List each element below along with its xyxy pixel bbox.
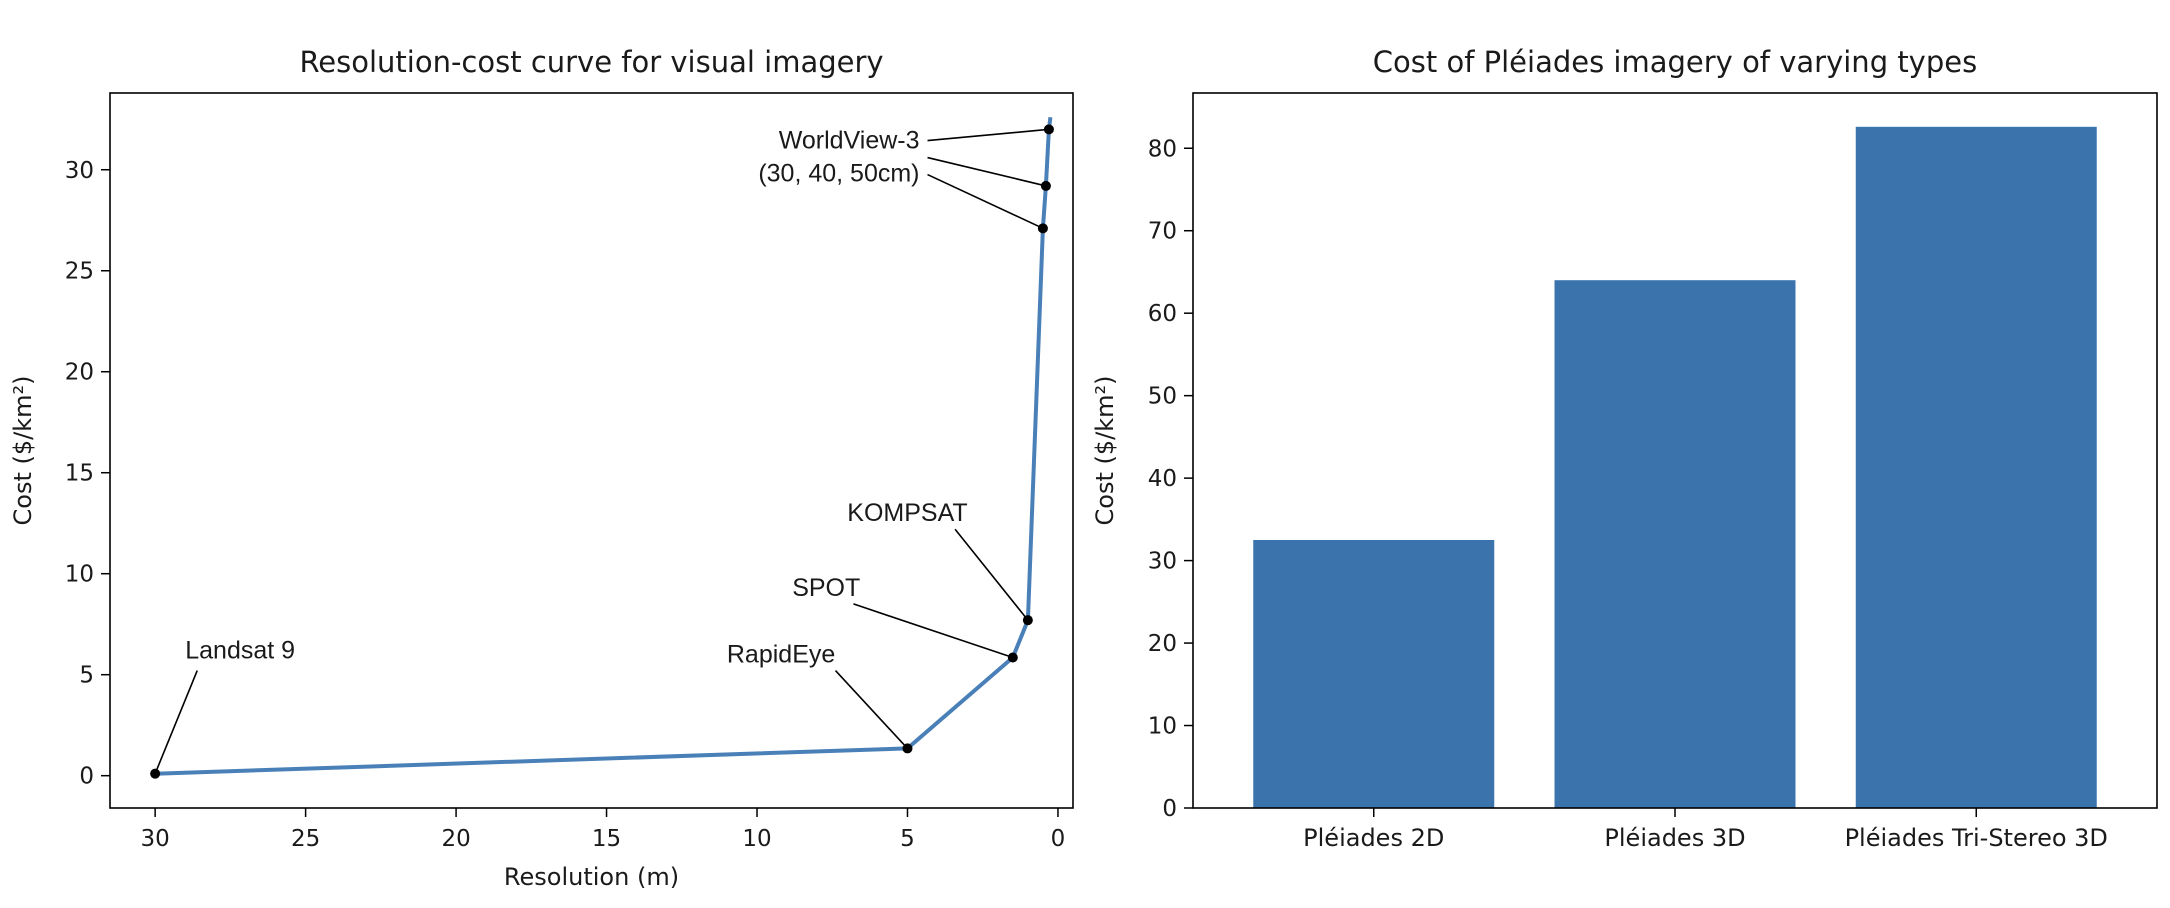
annotation-label: (30, 40, 50cm) [758,160,919,188]
x-tick-label: 25 [291,826,320,852]
annotation-arrow [954,528,1029,621]
bar-1 [1253,539,1495,808]
y-tick-label: 15 [65,461,94,487]
bar-2 [1554,280,1796,808]
x-tick-label: 0 [1051,826,1066,852]
chart-title: Cost of Pléiades imagery of varying type… [1373,45,1977,79]
annotation-arrow [154,670,198,774]
y-tick-label: 20 [65,360,94,386]
y-tick-label: 60 [1148,301,1177,327]
data-point-marker [1007,652,1018,663]
y-tick-label: 30 [1148,549,1177,575]
x-tick-label: Pléiades 3D [1604,824,1745,852]
y-tick-label: 40 [1148,466,1177,492]
x-tick-label: 20 [441,826,470,852]
annotation-label: KOMPSAT [847,499,967,527]
y-tick-label: 70 [1148,219,1177,245]
y-tick-label: 30 [65,158,94,184]
y-tick-label: 80 [1148,136,1177,162]
bar-3 [1855,126,2097,808]
annotation-label: SPOT [792,574,860,602]
x-tick-label: 15 [592,826,621,852]
annotation-label: RapidEye [727,641,835,669]
annotation-arrow [834,670,909,749]
x-axis-label: Resolution (m) [504,863,679,891]
x-tick-label: 5 [900,826,915,852]
y-tick-label: 50 [1148,384,1177,410]
annotation-arrow [927,128,1049,142]
y-tick-label: 10 [1148,714,1177,740]
y-tick-label: 10 [65,562,94,588]
data-point-marker [1043,124,1054,135]
data-point-marker [1022,615,1033,626]
data-point-marker [1037,223,1048,234]
plot-frame [1192,92,2158,809]
y-axis-label: Cost ($/km²) [9,376,37,526]
annotation-label: WorldView-3 [779,127,920,155]
plot-frame [109,92,1074,809]
y-tick-label: 0 [1162,796,1177,822]
pleiades-cost-chart: Cost of Pléiades imagery of varying type… [1091,45,2158,852]
data-point-marker [1040,180,1051,191]
x-tick-label: Pléiades 2D [1303,824,1444,852]
cost-curve-line [155,116,1053,776]
data-point-marker [150,768,161,779]
annotation-arrow [853,603,1014,659]
y-tick-label: 25 [65,259,94,285]
y-tick-label: 0 [79,764,94,790]
x-tick-label: Pléiades Tri-Stereo 3D [1845,824,2108,852]
y-tick-label: 20 [1148,631,1177,657]
x-tick-label: 30 [141,826,170,852]
annotation-arrow [927,173,1044,230]
x-tick-label: 10 [742,826,771,852]
annotation-arrow [927,156,1047,187]
y-axis-label: Cost ($/km²) [1091,376,1119,526]
y-tick-label: 5 [79,663,94,689]
chart-title: Resolution-cost curve for visual imagery [299,45,883,79]
annotation-label: Landsat 9 [185,637,295,665]
resolution-cost-chart: Resolution-cost curve for visual imagery… [9,45,1074,891]
data-point-marker [902,743,913,754]
